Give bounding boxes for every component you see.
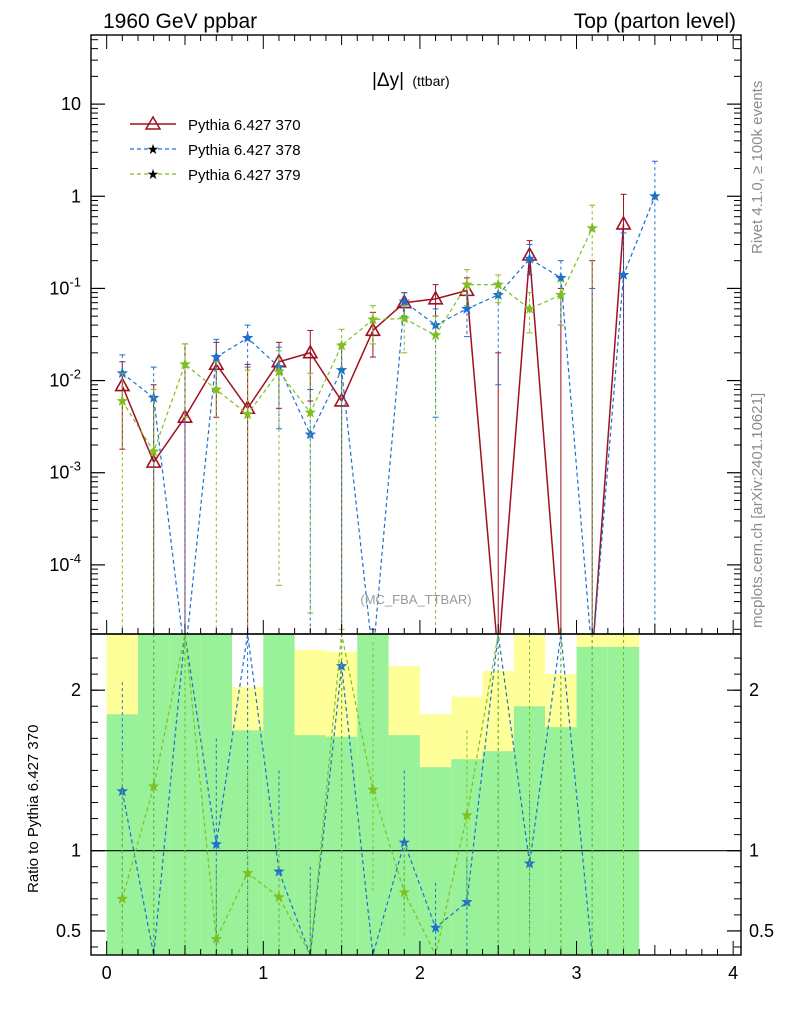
x-tick-label: 2 [415, 963, 425, 983]
series-point [147, 445, 160, 457]
legend-label-370: Pythia 6.427 370 [188, 117, 301, 134]
series-point [304, 406, 316, 418]
series-point [398, 295, 410, 307]
ratio-point [398, 886, 410, 898]
y-tick-label: 10-1 [49, 274, 81, 298]
ratio-tick-label-right: 0.5 [749, 921, 774, 941]
series-line-1 [121, 196, 656, 634]
ratio-layer [91, 634, 741, 955]
series-point [649, 190, 661, 202]
analysis-label: (MC_FBA_TTBAR) [360, 592, 471, 607]
header-left: 1960 GeV ppbar [103, 10, 257, 33]
side-label-bottom: mcplots.cern.ch [arXiv:2401.10621] [749, 393, 766, 628]
series-point [615, 215, 632, 230]
ratio-point [147, 780, 160, 792]
ratio-point [210, 838, 222, 850]
y-tick-label: 10 [61, 94, 81, 114]
ratio-band-green [294, 735, 326, 955]
series-point [210, 383, 222, 395]
ratio-tick-label: 2 [71, 680, 81, 700]
series-point [273, 365, 285, 377]
series-point [492, 278, 504, 290]
ratio-band-green [576, 646, 608, 955]
series-point [116, 395, 128, 406]
ratio-line-0 [121, 634, 624, 955]
series-point [398, 312, 410, 324]
ratio-point [241, 867, 254, 878]
series-point [523, 252, 536, 264]
main-layer [114, 160, 661, 634]
series-point [241, 332, 254, 343]
ratio-tick-label: 1 [71, 841, 81, 861]
series-point [555, 271, 567, 283]
ratio-point [116, 892, 128, 904]
series-point [429, 329, 442, 341]
x-tick-label: 4 [728, 963, 738, 983]
ratio-point [210, 933, 222, 944]
legend-label-378: Pythia 6.427 378 [188, 142, 301, 159]
series-point [367, 313, 379, 325]
plot-title-main: |Δy| [372, 70, 404, 91]
series-point [335, 364, 348, 375]
ratio-point [273, 891, 285, 903]
header-right: Top (parton level) [574, 10, 736, 33]
series-point [116, 367, 128, 379]
series-point [179, 358, 191, 370]
y-tick-label: 10-4 [49, 551, 81, 575]
x-tick-label: 3 [572, 963, 582, 983]
series-point [364, 321, 381, 337]
legend-marker-370 [144, 115, 162, 130]
y-tick-label: 1 [71, 186, 81, 206]
series-point [523, 302, 536, 314]
legend-entry-378: ★ Pythia 6.427 378 [130, 141, 301, 159]
series-point [461, 278, 473, 290]
series-point [335, 339, 348, 351]
legend-marker-379: ★ [147, 166, 160, 182]
legend-label-379: Pythia 6.427 379 [188, 167, 301, 184]
ratio-point [429, 921, 442, 933]
legend-marker-378: ★ [147, 141, 160, 157]
ratio-tick-label-right: 1 [749, 841, 759, 861]
legend: Pythia 6.427 370 ★ Pythia 6.427 378 ★ Py… [130, 115, 301, 184]
legend-entry-379: ★ Pythia 6.427 379 [130, 166, 301, 184]
series-point [210, 351, 222, 362]
ratio-band-green [607, 646, 640, 955]
series-point [617, 269, 630, 280]
ratio-frame [90, 633, 742, 956]
x-tick-label: 1 [258, 963, 268, 983]
plot-title-sub: (ttbar) [412, 73, 449, 89]
axes-layer: 10 1 10-1 10-2 10-3 10-4 0 1 2 3 4 2 2 1 1 0.5 0.5 [49, 34, 774, 983]
series-point [114, 377, 131, 392]
series-point [145, 453, 162, 468]
ratio-tick-label-right: 2 [749, 680, 759, 700]
series-point [241, 408, 254, 420]
ratio-point [461, 809, 473, 821]
x-tick-label: 0 [102, 963, 112, 983]
y-tick-label: 10-2 [49, 367, 81, 391]
y-tick-label: 10-3 [49, 459, 81, 483]
series-point [555, 288, 567, 300]
series-point [302, 344, 319, 359]
ratio-point [273, 865, 285, 877]
plot-title: |Δy| (ttbar) [372, 70, 450, 91]
series-point [461, 302, 473, 314]
side-label-top: Rivet 4.1.0, ≥ 100k events [749, 81, 766, 254]
ratio-ylabel: Ratio to Pythia 6.427 370 [25, 725, 42, 893]
series-point [586, 222, 598, 234]
series-line-2 [121, 227, 593, 453]
series-point [427, 290, 444, 305]
ratio-point [367, 783, 379, 795]
ratio-point [398, 836, 410, 848]
ratio-tick-label: 0.5 [56, 921, 81, 941]
ratio-point [461, 896, 473, 907]
legend-entry-370: Pythia 6.427 370 [130, 115, 301, 134]
ratio-line-1 [121, 634, 624, 955]
